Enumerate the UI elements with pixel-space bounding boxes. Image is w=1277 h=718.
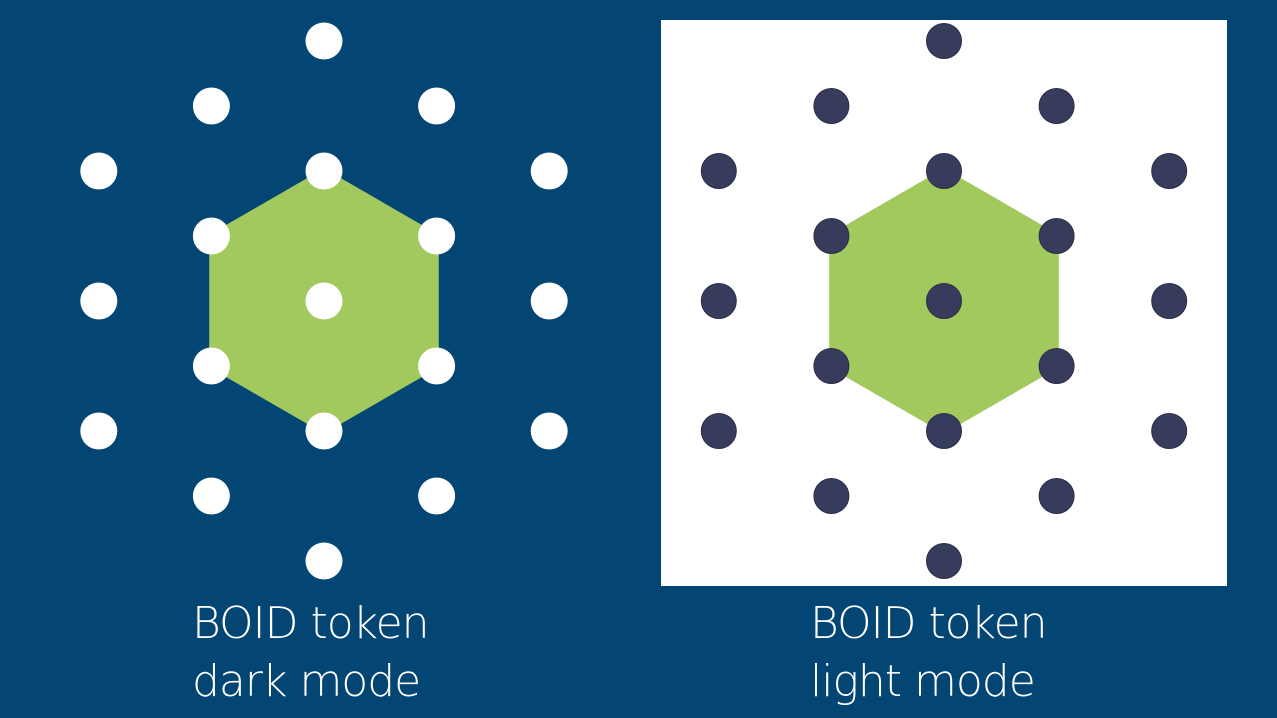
- lattice-dot: [192, 217, 230, 255]
- lattice-dot: [1038, 88, 1075, 124]
- lattice-dot: [1038, 348, 1075, 384]
- dark-mode-token-panel: [0, 0, 650, 590]
- lattice-dot: [418, 87, 456, 125]
- lattice-dot: [813, 478, 850, 514]
- lattice-dot: [192, 477, 230, 515]
- lattice-dot: [1151, 153, 1188, 189]
- lattice-dot: [305, 412, 343, 450]
- boid-token-dark-logo: [80, 22, 568, 580]
- lattice-dot: [305, 22, 343, 60]
- light-caption-title: BOID token: [810, 598, 1048, 649]
- lattice-dot: [530, 412, 568, 450]
- lattice-dot: [700, 413, 737, 449]
- lattice-dot: [1038, 218, 1075, 254]
- lattice-dot: [305, 542, 343, 580]
- lattice-dot: [530, 152, 568, 190]
- lattice-dot: [305, 152, 343, 190]
- lattice-dot: [926, 153, 962, 189]
- lattice-dot: [813, 218, 850, 254]
- light-mode-caption: BOID token light mode: [810, 595, 1048, 711]
- dark-caption-title: BOID token: [192, 598, 430, 649]
- lattice-dot: [418, 217, 456, 255]
- lattice-dot: [530, 282, 568, 320]
- lattice-dot: [305, 282, 343, 320]
- dark-caption-mode: dark mode: [192, 656, 421, 707]
- lattice-dot: [926, 283, 962, 319]
- lattice-dot: [418, 347, 456, 385]
- lattice-dot: [192, 347, 230, 385]
- lattice-dot: [700, 283, 737, 319]
- lattice-dot: [80, 412, 118, 450]
- lattice-dot: [813, 88, 850, 124]
- lattice-dot: [192, 87, 230, 125]
- lattice-dot: [813, 348, 850, 384]
- light-caption-mode: light mode: [810, 656, 1036, 707]
- lattice-dot: [1151, 413, 1188, 449]
- lattice-dot: [700, 153, 737, 189]
- light-mode-token-panel: [661, 20, 1227, 586]
- lattice-dot: [80, 152, 118, 190]
- dark-mode-caption: BOID token dark mode: [192, 595, 430, 711]
- boid-token-light-logo: [700, 23, 1188, 579]
- lattice-dot: [1151, 283, 1188, 319]
- lattice-dot: [926, 23, 962, 59]
- lattice-dot: [926, 413, 962, 449]
- lattice-dot: [80, 282, 118, 320]
- lattice-dot: [418, 477, 456, 515]
- lattice-dot: [1038, 478, 1075, 514]
- lattice-dot: [926, 543, 962, 579]
